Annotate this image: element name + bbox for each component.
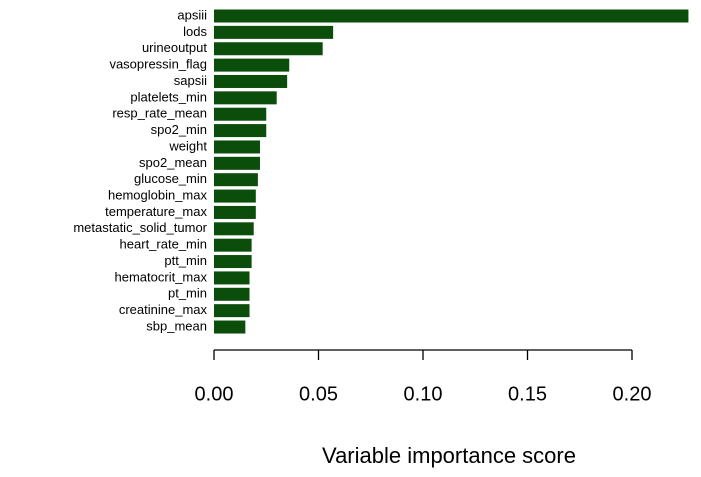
bar [214, 25, 334, 39]
y-tick-label: metastatic_solid_tumor [73, 220, 207, 235]
x-tick-label: 0.15 [508, 383, 547, 405]
x-tick-label: 0.05 [299, 383, 338, 405]
bar [214, 320, 246, 334]
y-tick-label: creatinine_max [119, 302, 208, 317]
y-tick-label: spo2_mean [139, 155, 207, 170]
bar [214, 91, 277, 105]
y-tick-label: hemoglobin_max [108, 188, 208, 203]
y-tick-label: hematocrit_max [115, 269, 208, 284]
bar [214, 222, 254, 236]
bar [214, 304, 250, 318]
x-tick-label: 0.00 [195, 383, 234, 405]
y-tick-label: apsiii [177, 7, 207, 22]
bar [214, 140, 260, 154]
y-tick-label: heart_rate_min [120, 237, 207, 252]
bar [214, 238, 252, 252]
bar [214, 9, 689, 23]
y-tick-label: weight [168, 138, 207, 153]
y-tick-label: sbp_mean [146, 318, 207, 333]
y-tick-label: lods [183, 24, 207, 39]
y-tick-label: temperature_max [105, 204, 207, 219]
bar [214, 124, 267, 138]
bar [214, 205, 256, 219]
x-tick-label: 0.10 [404, 383, 443, 405]
y-tick-label: urineoutput [142, 40, 207, 55]
bar [214, 107, 267, 121]
y-tick-label: spo2_min [151, 122, 207, 137]
y-tick-label: ptt_min [164, 253, 207, 268]
bar [214, 42, 323, 56]
x-axis-label: Variable importance score [322, 443, 576, 468]
bar [214, 255, 252, 269]
bar [214, 58, 290, 72]
y-tick-label: resp_rate_mean [112, 106, 207, 121]
y-tick-label: vasopressin_flag [109, 57, 207, 72]
bar [214, 271, 250, 285]
bar [214, 74, 288, 88]
bar [214, 189, 256, 203]
bar [214, 156, 260, 170]
y-tick-label: glucose_min [134, 171, 207, 186]
y-tick-label: pt_min [168, 286, 207, 301]
bar [214, 287, 250, 301]
y-tick-label: sapsii [174, 73, 207, 88]
y-tick-label: platelets_min [130, 89, 207, 104]
x-tick-label: 0.20 [613, 383, 652, 405]
bar [214, 173, 258, 187]
